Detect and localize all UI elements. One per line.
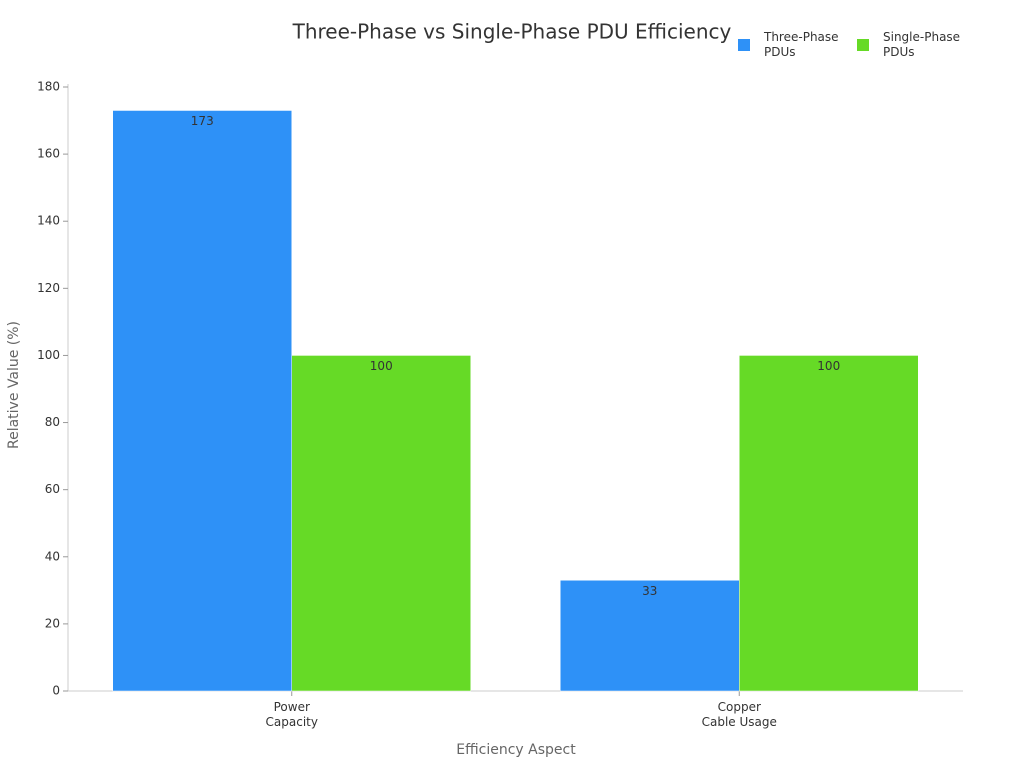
x-tick-label: Copper Cable Usage (701, 700, 777, 729)
y-tick-label: 100 (37, 348, 60, 362)
bar (291, 355, 471, 692)
y-tick-label: 180 (37, 80, 60, 94)
x-axis-title: Efficiency Aspect (456, 742, 576, 758)
legend-label: Three-Phase PDUs (764, 30, 839, 59)
legend-label: Single-Phase PDUs (883, 30, 961, 59)
bar (739, 355, 919, 692)
data-label: 173 (191, 114, 214, 128)
bar (112, 110, 292, 692)
bar (560, 580, 740, 692)
y-axis-title: Relative Value (%) (6, 321, 22, 449)
x-tick-label: Power Capacity (265, 700, 318, 729)
legend-swatch (857, 39, 869, 51)
chart-title: Three-Phase vs Single-Phase PDU Efficien… (292, 20, 732, 44)
data-label: 33 (642, 584, 657, 598)
data-label: 100 (370, 359, 393, 373)
y-tick-label: 40 (45, 549, 60, 563)
y-tick-label: 0 (52, 684, 60, 698)
y-tick-label: 140 (37, 214, 60, 228)
data-label: 100 (817, 359, 840, 373)
y-tick-label: 80 (45, 415, 60, 429)
y-tick-label: 160 (37, 147, 60, 161)
y-tick-label: 20 (45, 616, 60, 630)
y-tick-label: 60 (45, 482, 60, 496)
y-tick-label: 120 (37, 281, 60, 295)
legend-swatch (738, 39, 750, 51)
